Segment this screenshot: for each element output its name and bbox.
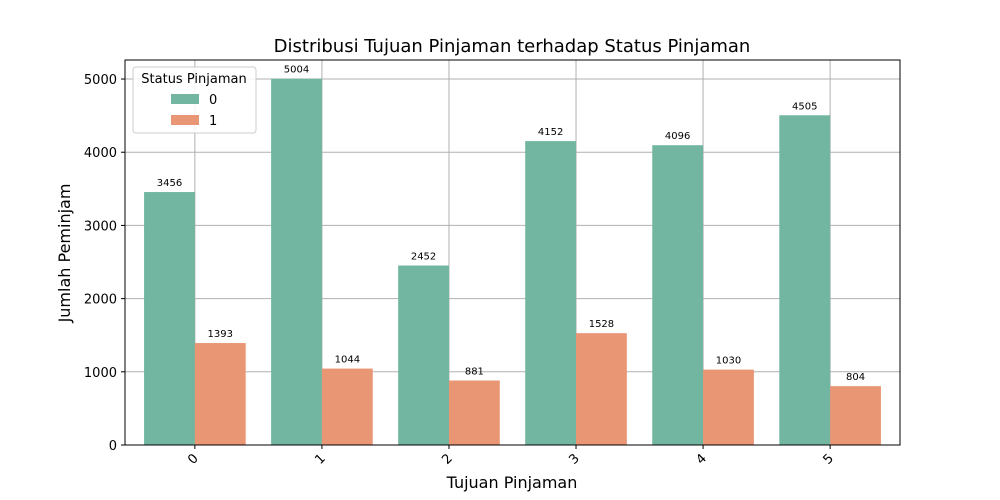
legend-swatch-1 <box>171 115 199 125</box>
legend-entry-1: 1 <box>171 114 217 129</box>
bar-series-1-cat-3 <box>576 333 627 445</box>
bar-series-1-cat-2 <box>448 380 500 445</box>
bar-series-0-cat-2 <box>398 265 449 445</box>
x-axis-label: Tujuan Pinjaman <box>446 473 578 492</box>
x-tick-label: 3 <box>566 451 582 467</box>
plot-frame <box>124 59 901 446</box>
data-labels: 3456 5004 2452 4152 4096 4505 1393 1044 881 1528 1… <box>157 65 865 383</box>
x-tick-label: 0 <box>185 451 201 467</box>
data-label: 881 <box>465 367 484 378</box>
data-label: 1528 <box>589 319 614 330</box>
bar-series-0-cat-3 <box>525 141 577 445</box>
legend-swatch-0 <box>171 94 199 104</box>
x-tick-label: 2 <box>439 451 455 467</box>
legend: Status Pinjaman 0 1 <box>132 66 257 134</box>
data-label: 804 <box>846 372 865 383</box>
data-label: 4505 <box>792 101 817 112</box>
bar-series-0-cat-4 <box>652 145 704 445</box>
y-tick-label: 1000 <box>84 366 117 381</box>
chart-title: Distribusi Tujuan Pinjaman terhadap Stat… <box>274 36 751 57</box>
x-axis: 0 1 2 3 4 5 <box>185 445 837 468</box>
legend-entry-0: 0 <box>171 93 217 108</box>
y-axis-label: Jumlah Peminjam <box>55 184 74 324</box>
x-tick-label: 4 <box>693 451 709 467</box>
data-label: 2452 <box>411 252 436 263</box>
x-tick-label: 5 <box>820 451 836 467</box>
x-tick-label: 1 <box>312 451 328 467</box>
bar-series-1-cat-0 <box>194 343 246 445</box>
data-label: 1030 <box>716 356 741 367</box>
data-label: 3456 <box>157 178 182 189</box>
bars <box>144 78 881 445</box>
legend-title: Status Pinjaman <box>141 72 246 87</box>
y-tick-label: 3000 <box>84 219 117 234</box>
data-label: 4096 <box>665 131 690 142</box>
bar-series-1-cat-5 <box>830 386 881 445</box>
data-label: 4152 <box>538 127 563 138</box>
bar-series-1-cat-4 <box>703 369 754 445</box>
data-label: 1393 <box>208 329 233 340</box>
legend-label-1: 1 <box>209 114 217 129</box>
bar-series-0-cat-1 <box>271 78 322 445</box>
bar-series-0-cat-5 <box>779 115 831 445</box>
y-tick-label: 4000 <box>84 146 117 161</box>
data-label: 5004 <box>284 65 309 76</box>
bar-series-1-cat-1 <box>321 368 373 445</box>
legend-label-0: 0 <box>209 93 217 108</box>
data-label: 1044 <box>335 355 360 366</box>
y-tick-label: 2000 <box>84 293 117 308</box>
y-axis: 0 1000 2000 3000 4000 5000 <box>84 73 125 454</box>
bar-series-0-cat-0 <box>144 192 195 445</box>
y-tick-label: 5000 <box>84 73 117 88</box>
y-tick-label: 0 <box>109 439 117 454</box>
